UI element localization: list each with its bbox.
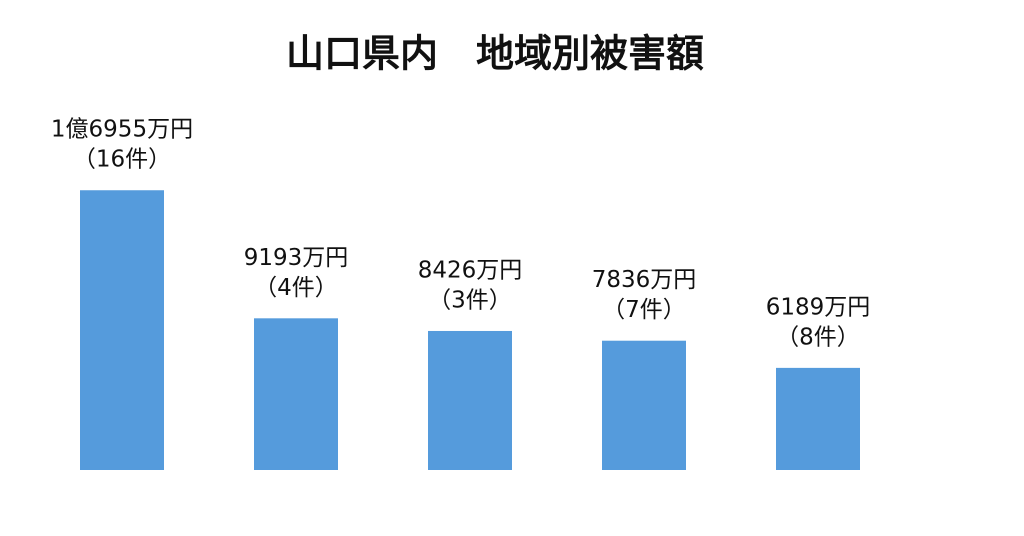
count-label: （16件）: [73, 147, 171, 173]
count-label: （7件）: [602, 297, 686, 323]
value-label: 9193万円: [244, 245, 349, 271]
bar: [776, 367, 860, 470]
count-label: （8件）: [776, 324, 860, 350]
chart-title: 山口県内 地域別被害額: [286, 32, 704, 76]
count-label: （4件）: [254, 275, 338, 301]
bar: [80, 190, 164, 470]
bar: [254, 318, 338, 470]
bar: [428, 330, 512, 470]
value-label: 6189万円: [766, 294, 871, 320]
value-label: 7836万円: [592, 267, 697, 293]
value-label: 8426万円: [418, 257, 523, 283]
value-label: 1億6955万円: [51, 117, 193, 143]
count-label: （3件）: [428, 287, 512, 313]
bar: [602, 340, 686, 470]
